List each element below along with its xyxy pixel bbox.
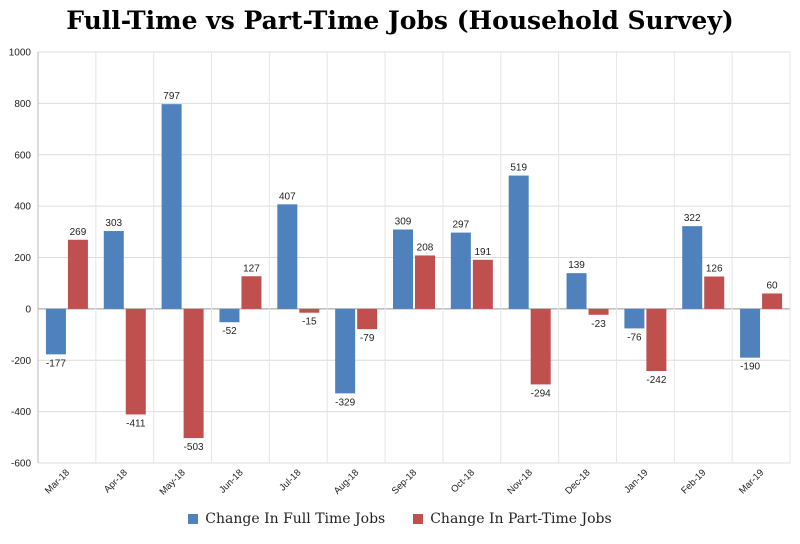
bar-part-time (530, 308, 551, 385)
bar-part-time (125, 308, 146, 415)
bar-part-time (67, 239, 88, 309)
bar-full-time (740, 308, 761, 358)
x-tick-label: Jan-19 (622, 467, 650, 495)
y-axis: -600 -400 -200 0 200 400 600 800 1000 (9, 48, 39, 470)
bar-part-time (646, 308, 667, 372)
data-label-full-time: -177 (46, 358, 66, 369)
bar-full-time (103, 231, 124, 309)
data-label-part-time: -79 (360, 333, 375, 344)
x-tick-label: Oct-18 (449, 467, 477, 495)
bar-part-time (588, 308, 609, 315)
legend-swatch-full-time (188, 514, 199, 524)
bar-part-time (415, 255, 435, 309)
data-label-part-time: 191 (475, 247, 492, 258)
y-tick-label: 800 (14, 99, 31, 110)
data-label-part-time: 126 (706, 264, 723, 275)
bar-part-time (762, 293, 783, 309)
bar-full-time (161, 104, 182, 309)
bar-part-time (299, 308, 320, 313)
x-tick-label: Mar-19 (737, 467, 766, 496)
bar-full-time (682, 226, 703, 309)
bar-full-time (277, 204, 298, 309)
data-labels: -177 269 303 -411 797 -503 -52 127 407 -15 -329 -79… (46, 91, 778, 453)
data-label-part-time: 269 (70, 227, 87, 238)
bar-full-time (45, 308, 66, 355)
y-tick-label: -600 (11, 459, 31, 470)
x-tick-label: Nov-18 (505, 467, 534, 496)
data-label-full-time: 297 (453, 220, 470, 231)
gridlines (37, 51, 791, 464)
data-label-full-time: 797 (163, 91, 180, 102)
data-label-full-time: 407 (279, 191, 296, 202)
y-tick-label: 600 (14, 150, 31, 161)
x-tick-label: Aug-18 (332, 467, 361, 496)
y-tick-label: -400 (11, 407, 31, 418)
data-label-part-time: 60 (767, 280, 779, 291)
data-label-full-time: 519 (510, 163, 527, 174)
x-tick-label: Sep-18 (390, 467, 419, 496)
data-label-part-time: -503 (184, 442, 204, 453)
x-tick-label: May-18 (158, 467, 188, 497)
data-label-full-time: 303 (105, 218, 122, 229)
bars (45, 104, 783, 439)
x-tick-label: Dec-18 (563, 467, 592, 496)
legend: Change In Full Time Jobs Change In Part-… (0, 511, 800, 527)
data-label-part-time: -411 (126, 418, 146, 429)
data-label-part-time: 127 (243, 263, 260, 274)
legend-label-full-time: Change In Full Time Jobs (205, 511, 386, 527)
data-label-full-time: -329 (335, 397, 355, 408)
data-label-full-time: 309 (395, 217, 412, 228)
bar-full-time (335, 308, 356, 394)
bar-full-time (219, 308, 240, 323)
data-label-part-time: -15 (302, 317, 317, 328)
bar-full-time (508, 175, 529, 309)
data-label-full-time: -190 (740, 362, 760, 373)
y-tick-label: 0 (25, 304, 31, 315)
x-axis: Mar-18 Apr-18 May-18 Jun-18 Jul-18 Aug-18 Sep-… (43, 467, 766, 497)
data-label-part-time: -242 (646, 375, 666, 386)
x-tick-label: Mar-18 (43, 467, 72, 496)
bar-full-time (450, 232, 471, 309)
data-label-full-time: 322 (684, 213, 701, 224)
bar-part-time (704, 276, 725, 309)
bar-full-time (393, 229, 413, 309)
y-tick-label: 1000 (9, 48, 32, 59)
chart-title: Full-Time vs Part-Time Jobs (Household S… (66, 6, 734, 35)
bar-full-time (624, 308, 645, 329)
data-label-full-time: -76 (627, 332, 642, 343)
y-tick-label: -200 (11, 356, 31, 367)
data-label-full-time: -52 (222, 326, 237, 337)
data-label-part-time: 208 (417, 242, 434, 253)
bar-part-time (183, 308, 204, 439)
bar-full-time (566, 273, 587, 309)
x-tick-label: Jun-18 (217, 467, 245, 495)
legend-item-full-time: Change In Full Time Jobs (188, 511, 385, 527)
legend-label-part-time: Change In Part-Time Jobs (430, 511, 612, 527)
legend-swatch-part-time (413, 514, 424, 524)
data-label-part-time: -294 (531, 388, 551, 399)
bar-part-time (357, 308, 378, 330)
x-tick-label: Feb-19 (679, 467, 708, 496)
x-tick-label: Apr-18 (102, 467, 130, 495)
x-tick-label: Jul-18 (277, 467, 303, 493)
y-tick-label: 400 (14, 202, 31, 213)
legend-item-part-time: Change In Part-Time Jobs (413, 511, 612, 527)
y-tick-label: 200 (14, 253, 31, 264)
data-label-part-time: -23 (591, 319, 606, 330)
data-label-full-time: 139 (568, 260, 585, 271)
bar-part-time (472, 259, 493, 309)
bar-part-time (241, 276, 262, 309)
